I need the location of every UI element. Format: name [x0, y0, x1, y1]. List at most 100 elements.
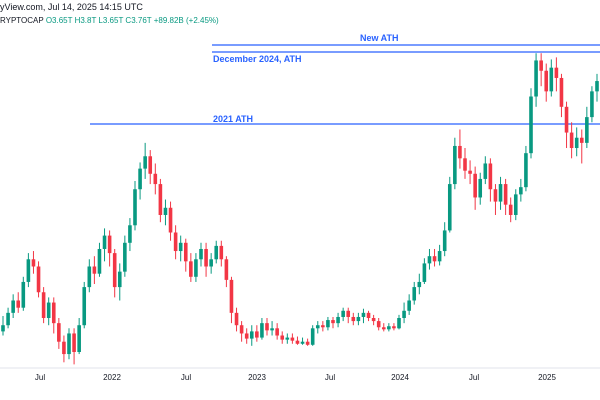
candle-down [16, 300, 21, 308]
candle-up [341, 310, 345, 317]
chart-source-line: yView.com, Jul 14, 2025 14:15 UTC [0, 2, 143, 12]
candle-down [153, 173, 158, 185]
candle-up [163, 207, 168, 215]
candle-down [173, 232, 178, 252]
candle-down [72, 333, 76, 352]
candle-up [260, 323, 264, 338]
candle-up [417, 281, 422, 288]
candle-down [488, 163, 493, 190]
candle-up [447, 184, 452, 231]
candle-down [224, 259, 229, 280]
candle-up [67, 333, 71, 355]
candles-group [1, 53, 599, 365]
ath-2021-label: 2021 ATH [213, 114, 254, 124]
candle-up [6, 312, 10, 326]
x-tick-label: Jul [469, 373, 479, 382]
candle-down [503, 184, 508, 205]
candle-down [432, 256, 437, 262]
candle-down [392, 326, 396, 329]
ohlc-values: O3.65T H3.8T L3.65T C3.76T +89.82B (+2.4… [45, 16, 219, 25]
december-2024-ath-label: December 2024, ATH [213, 54, 302, 64]
candle-up [585, 117, 589, 143]
candle-up [590, 91, 594, 118]
candle-down [559, 77, 564, 107]
candle-up [549, 67, 554, 92]
candle-down [41, 292, 46, 319]
candle-up [138, 168, 142, 190]
candle-up [300, 341, 305, 344]
x-tick-label: 2023 [248, 373, 266, 382]
symbol-ohlc-line: RYPTOCAP O3.65T H3.8T L3.65T C3.76T +89.… [0, 16, 219, 25]
candle-up [407, 300, 411, 311]
candle-up [513, 194, 518, 215]
candle-up [524, 153, 528, 188]
candle-down [112, 253, 117, 288]
candle-down [92, 266, 97, 274]
candle-up [361, 312, 366, 317]
candle-down [564, 106, 569, 133]
symbol-label: RYPTOCAP [0, 16, 44, 25]
candle-up [326, 320, 330, 328]
candle-down [204, 248, 208, 267]
candle-down [468, 170, 472, 174]
candle-up [437, 251, 442, 262]
candle-up [249, 331, 254, 339]
candle-up [412, 287, 417, 301]
candle-down [244, 333, 249, 339]
candle-up [11, 300, 15, 313]
candle-up [178, 242, 183, 252]
candle-up [199, 248, 203, 260]
candle-down [239, 325, 244, 334]
candle-up [133, 189, 137, 226]
candle-down [544, 70, 549, 92]
candle-down [463, 158, 467, 171]
candle-down [62, 341, 66, 355]
candle-up [402, 310, 406, 319]
candle-down [321, 325, 325, 328]
candle-up [82, 287, 87, 326]
candle-up [26, 259, 31, 282]
candle-up [310, 328, 315, 345]
candle-up [387, 326, 391, 330]
candle-down [148, 156, 153, 174]
candle-down [376, 321, 381, 328]
candle-up [397, 318, 401, 329]
candle-up [442, 230, 447, 252]
candle-up [128, 225, 132, 243]
candle-up [427, 256, 432, 264]
candle-up [209, 259, 213, 267]
candle-down [295, 340, 300, 344]
x-axis-ticks: Jul 2022 Jul 2023 Jul 2024 Jul 2025 [35, 373, 557, 382]
candle-down [371, 318, 376, 322]
candle-down [36, 266, 41, 293]
candle-down [229, 279, 234, 313]
candle-down [255, 331, 259, 338]
candle-up [21, 281, 26, 308]
candle-up [336, 316, 340, 324]
candle-up [270, 328, 274, 331]
candle-down [31, 259, 36, 267]
candle-up [46, 302, 51, 319]
candle-up [529, 96, 533, 154]
candle-up [143, 156, 147, 169]
candle-up [194, 259, 198, 277]
candle-down [539, 60, 543, 71]
x-tick-label: 2024 [391, 373, 409, 382]
candle-down [219, 245, 224, 260]
candle-down [158, 184, 163, 215]
candle-up [356, 316, 361, 322]
candle-up [422, 263, 427, 282]
candle-down [51, 302, 56, 324]
candle-down [168, 207, 173, 233]
candle-down [290, 337, 295, 341]
candle-up [285, 337, 290, 340]
x-tick-label: Jul [325, 373, 335, 382]
candle-down [331, 320, 335, 324]
x-tick-label: Jul [181, 373, 191, 382]
candle-up [595, 81, 599, 92]
candle-up [534, 60, 538, 97]
candle-up [478, 178, 483, 198]
candle-down [346, 310, 351, 317]
x-tick-label: 2025 [538, 373, 556, 382]
